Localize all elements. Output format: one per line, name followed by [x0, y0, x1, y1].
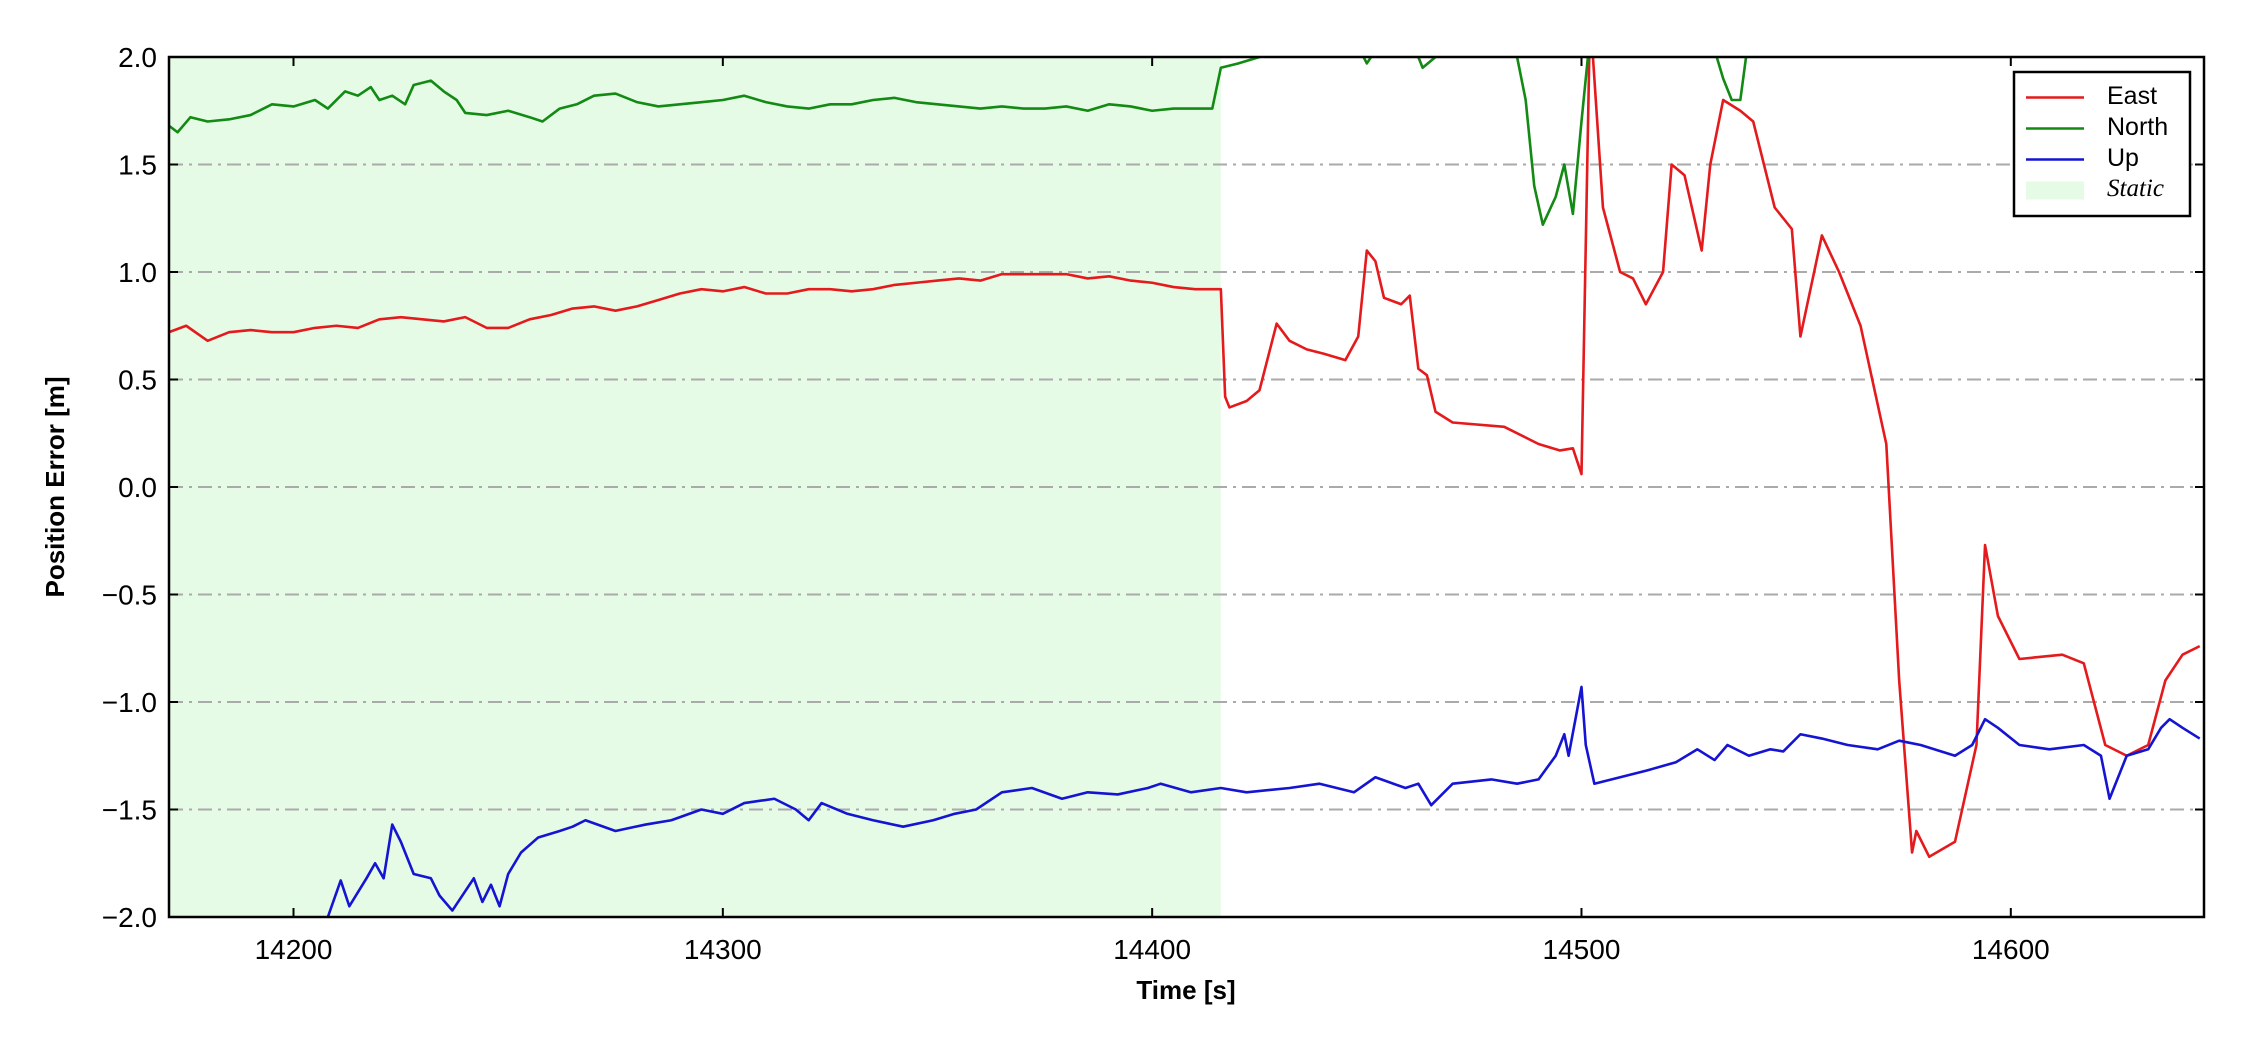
- y-tick-label: 0.5: [118, 365, 157, 396]
- legend-label: East: [2107, 82, 2157, 110]
- x-tick-label: 14300: [684, 934, 762, 965]
- legend-swatch: [2026, 181, 2084, 200]
- y-tick-label: −1.0: [102, 687, 157, 718]
- series-line: [169, 57, 2201, 859]
- series-line: [326, 685, 2201, 917]
- lines: [169, 57, 2201, 917]
- x-tick-label: 14500: [1543, 934, 1621, 965]
- y-tick-label: 1.5: [118, 150, 157, 181]
- series-line: [169, 57, 1748, 226]
- legend-label: North: [2107, 113, 2168, 141]
- legend-label: Up: [2107, 144, 2139, 172]
- y-tick-label: −1.5: [102, 795, 157, 826]
- x-tick-label: 14400: [1113, 934, 1191, 965]
- y-tick-label: −2.0: [102, 902, 157, 933]
- x-axis-label: Time [s]: [1136, 975, 1235, 1005]
- x-tick-label: 14200: [255, 934, 333, 965]
- y-tick-label: 1.0: [118, 257, 157, 288]
- legend: East North Up Static: [2012, 70, 2192, 218]
- y-tick-label: −0.5: [102, 580, 157, 611]
- y-tick-label: 2.0: [118, 42, 157, 73]
- legend-label: Static: [2107, 175, 2164, 202]
- x-tick-label: 14600: [1972, 934, 2050, 965]
- y-tick-label: 0.0: [118, 472, 157, 503]
- y-axis-label: Position Error [m]: [40, 376, 70, 597]
- ticks: −2.0 −1.5 −1.0 −0.5 0.0 0.5 1.0 1.5 2.0 14200 1430…: [102, 42, 2204, 965]
